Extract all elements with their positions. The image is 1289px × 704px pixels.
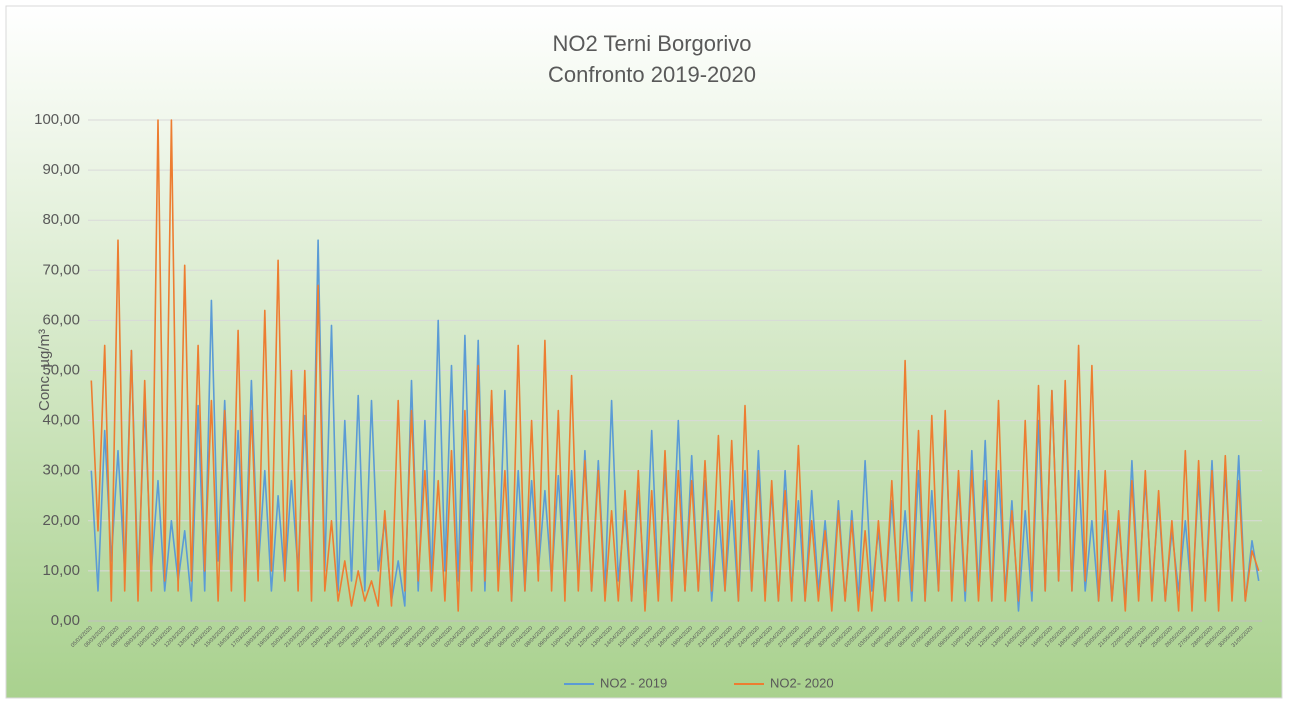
legend-label: NO2- 2020 bbox=[770, 675, 834, 690]
y-tick-label: 20,00 bbox=[42, 512, 80, 529]
legend-label: NO2 - 2019 bbox=[600, 675, 667, 690]
y-axis-title: Conc. µg/m³ bbox=[36, 329, 53, 411]
y-tick-label: 90,00 bbox=[42, 161, 80, 178]
y-tick-label: 0,00 bbox=[51, 612, 80, 629]
y-tick-label: 100,00 bbox=[34, 111, 80, 128]
series-line bbox=[90, 119, 1260, 612]
y-tick-label: 30,00 bbox=[42, 462, 80, 479]
y-tick-label: 70,00 bbox=[42, 261, 80, 278]
y-tick-label: 80,00 bbox=[42, 211, 80, 228]
chart-subtitle: Confronto 2019-2020 bbox=[548, 62, 756, 87]
chart-title: NO2 Terni Borgorivo bbox=[553, 31, 752, 56]
y-tick-label: 40,00 bbox=[42, 412, 80, 429]
y-tick-label: 10,00 bbox=[42, 562, 80, 579]
y-tick-label: 50,00 bbox=[42, 361, 80, 378]
y-tick-label: 60,00 bbox=[42, 311, 80, 328]
